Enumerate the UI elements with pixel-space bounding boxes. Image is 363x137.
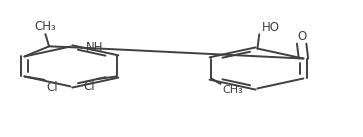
Text: Cl: Cl xyxy=(46,81,58,93)
Text: CH₃: CH₃ xyxy=(222,85,243,95)
Text: Cl: Cl xyxy=(83,80,95,93)
Text: O: O xyxy=(297,30,306,42)
Text: NH: NH xyxy=(86,41,104,54)
Text: HO: HO xyxy=(262,21,280,34)
Text: CH₃: CH₃ xyxy=(34,20,56,33)
